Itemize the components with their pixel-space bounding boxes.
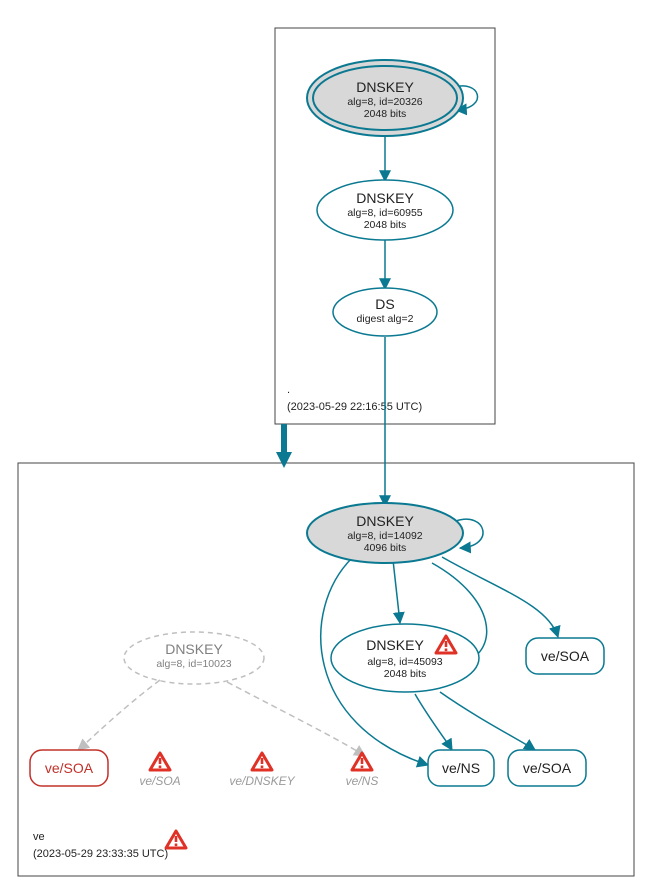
node-ds: DS digest alg=2 (333, 288, 437, 336)
svg-text:2048 bits: 2048 bits (364, 219, 407, 231)
svg-text:2048 bits: 2048 bits (364, 108, 407, 120)
node-zsk-ve: DNSKEY alg=8, id=45093 2048 bits (331, 624, 479, 692)
svg-text:ve/DNSKEY: ve/DNSKEY (229, 774, 295, 788)
svg-text:alg=8, id=60955: alg=8, id=60955 (347, 207, 422, 219)
edge-kskve-zskve (393, 560, 400, 623)
warning-icon (166, 831, 186, 848)
edge-kskve-soa-top (442, 557, 558, 637)
svg-text:2048 bits: 2048 bits (384, 668, 427, 680)
node-gray-key: DNSKEY alg=8, id=10023 (124, 632, 264, 684)
edge-zskve-soa-b (440, 692, 535, 750)
node-ksk-ve: DNSKEY alg=8, id=14092 4096 bits (307, 503, 463, 563)
zone-root-ts: (2023-05-29 22:16:55 UTC) (287, 401, 422, 413)
svg-text:ve/SOA: ve/SOA (523, 760, 572, 776)
edge-gray-ns-stub (227, 682, 365, 756)
svg-text:4096 bits: 4096 bits (364, 542, 407, 554)
zone-root-label: . (287, 384, 290, 396)
svg-text:DNSKEY: DNSKEY (356, 79, 414, 95)
svg-text:alg=8, id=45093: alg=8, id=45093 (367, 656, 442, 668)
zone-ve-label: ve (33, 831, 45, 843)
node-rr-soa-err: ve/SOA (30, 750, 108, 786)
svg-text:DNSKEY: DNSKEY (366, 637, 424, 653)
svg-text:alg=8, id=14092: alg=8, id=14092 (347, 530, 422, 542)
warning-icon (150, 753, 170, 770)
warning-icon (252, 753, 272, 770)
node-zsk-root: DNSKEY alg=8, id=60955 2048 bits (317, 180, 453, 240)
zone-arrow-head (276, 452, 292, 468)
zone-ve-ts: (2023-05-29 23:33:35 UTC) (33, 848, 168, 860)
node-ksk-root: DNSKEY alg=8, id=20326 2048 bits (307, 60, 463, 136)
svg-text:DNSKEY: DNSKEY (165, 641, 223, 657)
svg-text:DS: DS (375, 296, 394, 312)
stub-soa: ve/SOA (139, 753, 180, 788)
stub-ns: ve/NS (346, 753, 379, 788)
stub-dnskey: ve/DNSKEY (229, 753, 295, 788)
svg-text:ve/SOA: ve/SOA (139, 774, 180, 788)
svg-text:alg=8, id=20326: alg=8, id=20326 (347, 96, 422, 108)
svg-text:alg=8, id=10023: alg=8, id=10023 (156, 658, 231, 670)
node-rr-soa-bottom: ve/SOA (508, 750, 586, 786)
node-rr-soa-top: ve/SOA (526, 638, 604, 674)
svg-text:ve/NS: ve/NS (346, 774, 379, 788)
node-rr-ns: ve/NS (428, 750, 494, 786)
svg-text:ve/NS: ve/NS (442, 760, 480, 776)
svg-text:digest alg=2: digest alg=2 (357, 313, 414, 325)
edge-gray-soa-err (78, 680, 160, 750)
warning-icon (352, 753, 372, 770)
svg-text:DNSKEY: DNSKEY (356, 190, 414, 206)
svg-text:ve/SOA: ve/SOA (541, 648, 590, 664)
edge-zskve-ns (415, 694, 452, 750)
svg-text:ve/SOA: ve/SOA (45, 760, 94, 776)
svg-text:DNSKEY: DNSKEY (356, 513, 414, 529)
